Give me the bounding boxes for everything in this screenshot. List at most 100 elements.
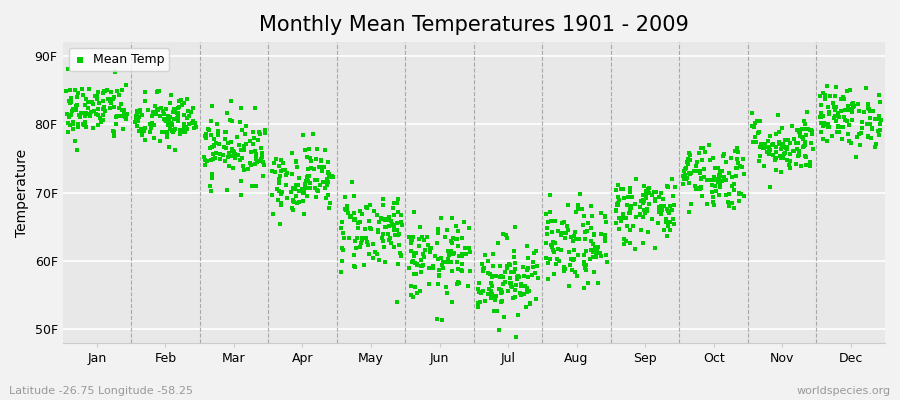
Mean Temp [747, 123, 761, 130]
Mean Temp [463, 249, 477, 256]
Mean Temp [821, 104, 835, 110]
Mean Temp [752, 143, 767, 150]
Mean Temp [458, 244, 473, 251]
Mean Temp [513, 290, 527, 296]
Mean Temp [301, 172, 315, 179]
Mean Temp [244, 162, 258, 168]
Mean Temp [582, 255, 597, 262]
Mean Temp [266, 211, 280, 218]
Mean Temp [368, 249, 382, 255]
Mean Temp [101, 96, 115, 102]
Mean Temp [163, 100, 177, 106]
Mean Temp [577, 284, 591, 291]
Mean Temp [83, 113, 97, 120]
Mean Temp [551, 227, 565, 234]
Mean Temp [612, 226, 626, 232]
Mean Temp [442, 250, 456, 256]
Mean Temp [130, 118, 145, 124]
Mean Temp [156, 108, 170, 115]
Mean Temp [270, 186, 284, 192]
Mean Temp [832, 123, 846, 130]
Mean Temp [95, 112, 110, 118]
Mean Temp [568, 269, 582, 276]
Mean Temp [508, 286, 522, 293]
Mean Temp [315, 167, 329, 174]
Mean Temp [378, 224, 392, 230]
Mean Temp [680, 156, 695, 162]
Mean Temp [338, 206, 353, 212]
Mean Temp [705, 189, 719, 196]
Mean Temp [289, 158, 303, 164]
Mean Temp [829, 104, 843, 110]
Mean Temp [576, 252, 590, 258]
Mean Temp [637, 198, 652, 204]
Mean Temp [512, 274, 526, 280]
Mean Temp [639, 191, 653, 198]
Mean Temp [709, 188, 724, 194]
Mean Temp [476, 266, 491, 273]
Mean Temp [842, 107, 856, 114]
Mean Temp [203, 132, 218, 138]
Mean Temp [388, 232, 402, 238]
Mean Temp [682, 150, 697, 156]
Mean Temp [500, 262, 514, 269]
Mean Temp [159, 134, 174, 140]
Mean Temp [187, 120, 202, 126]
Text: Latitude -26.75 Longitude -58.25: Latitude -26.75 Longitude -58.25 [9, 386, 193, 396]
Mean Temp [841, 88, 855, 94]
Mean Temp [390, 298, 404, 305]
Mean Temp [449, 236, 464, 243]
Mean Temp [544, 218, 558, 224]
Mean Temp [695, 157, 709, 163]
Mean Temp [359, 234, 374, 241]
Mean Temp [437, 234, 452, 240]
Mean Temp [644, 192, 659, 198]
Mean Temp [796, 136, 810, 142]
Mean Temp [249, 151, 264, 157]
Mean Temp [707, 165, 722, 171]
Mean Temp [661, 222, 675, 229]
Mean Temp [338, 194, 352, 200]
Mean Temp [744, 123, 759, 129]
Mean Temp [865, 126, 879, 133]
Mean Temp [856, 109, 870, 115]
Mean Temp [295, 186, 310, 192]
Mean Temp [86, 99, 100, 106]
Mean Temp [796, 134, 810, 141]
Mean Temp [252, 158, 266, 164]
Mean Temp [851, 101, 866, 107]
Mean Temp [648, 198, 662, 204]
Mean Temp [432, 272, 446, 278]
Mean Temp [797, 153, 812, 160]
Mean Temp [611, 182, 625, 188]
Mean Temp [590, 280, 605, 286]
Mean Temp [385, 221, 400, 227]
Mean Temp [161, 113, 176, 120]
Mean Temp [198, 135, 212, 141]
Mean Temp [510, 273, 525, 280]
Mean Temp [725, 199, 740, 206]
Mean Temp [275, 167, 290, 174]
Mean Temp [86, 124, 100, 131]
Mean Temp [60, 111, 75, 118]
Mean Temp [444, 258, 458, 265]
Mean Temp [623, 208, 637, 214]
Mean Temp [832, 128, 846, 135]
Mean Temp [665, 206, 680, 213]
Mean Temp [842, 138, 856, 144]
Mean Temp [697, 174, 711, 180]
Mean Temp [731, 148, 745, 155]
Mean Temp [451, 228, 465, 234]
Mean Temp [168, 146, 183, 153]
Mean Temp [757, 141, 771, 148]
Mean Temp [413, 288, 428, 294]
Mean Temp [769, 166, 783, 173]
Mean Temp [732, 191, 746, 197]
Mean Temp [568, 229, 582, 235]
Mean Temp [150, 106, 165, 113]
Mean Temp [205, 171, 220, 177]
Mean Temp [562, 248, 576, 255]
Mean Temp [429, 316, 444, 322]
Mean Temp [292, 175, 307, 182]
Mean Temp [821, 124, 835, 130]
